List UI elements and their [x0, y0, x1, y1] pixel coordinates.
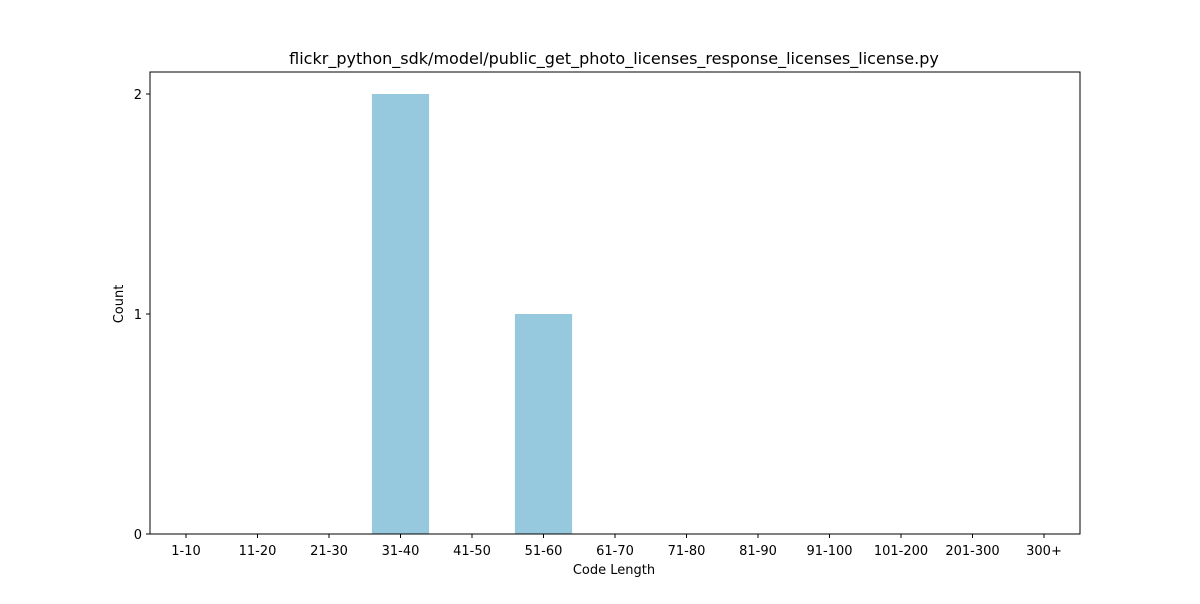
x-tick-label: 91-100 — [806, 544, 852, 559]
x-axis-ticks: 1-10 11-20 21-30 31-40 41-50 51-60 61-70 71-80 8… — [171, 534, 1062, 559]
y-tick-label: 0 — [134, 528, 142, 543]
plot-frame — [149, 71, 1081, 535]
x-tick-label: 300+ — [1026, 544, 1062, 559]
x-tick-label: 201-300 — [945, 544, 999, 559]
x-tick-label: 71-80 — [668, 544, 706, 559]
y-axis-label: Count — [112, 285, 127, 324]
x-tick-label: 101-200 — [874, 544, 928, 559]
y-tick-label: 2 — [134, 88, 142, 103]
y-tick-label: 1 — [134, 308, 142, 323]
x-tick-label: 31-40 — [382, 544, 420, 559]
bar-31-40 — [371, 94, 430, 534]
x-axis-label: Code Length — [573, 563, 655, 578]
chart-title: flickr_python_sdk/model/public_get_photo… — [289, 49, 939, 69]
x-tick-label: 61-70 — [596, 544, 634, 559]
x-tick-label: 21-30 — [310, 544, 348, 559]
bar-51-60 — [514, 314, 573, 534]
y-axis-ticks: 0 1 2 — [134, 88, 150, 543]
x-tick-label: 11-20 — [239, 544, 277, 559]
x-tick-label: 1-10 — [171, 544, 201, 559]
x-tick-label: 81-90 — [739, 544, 777, 559]
bars-group — [371, 94, 573, 534]
x-tick-label: 51-60 — [525, 544, 563, 559]
x-tick-label: 41-50 — [453, 544, 491, 559]
